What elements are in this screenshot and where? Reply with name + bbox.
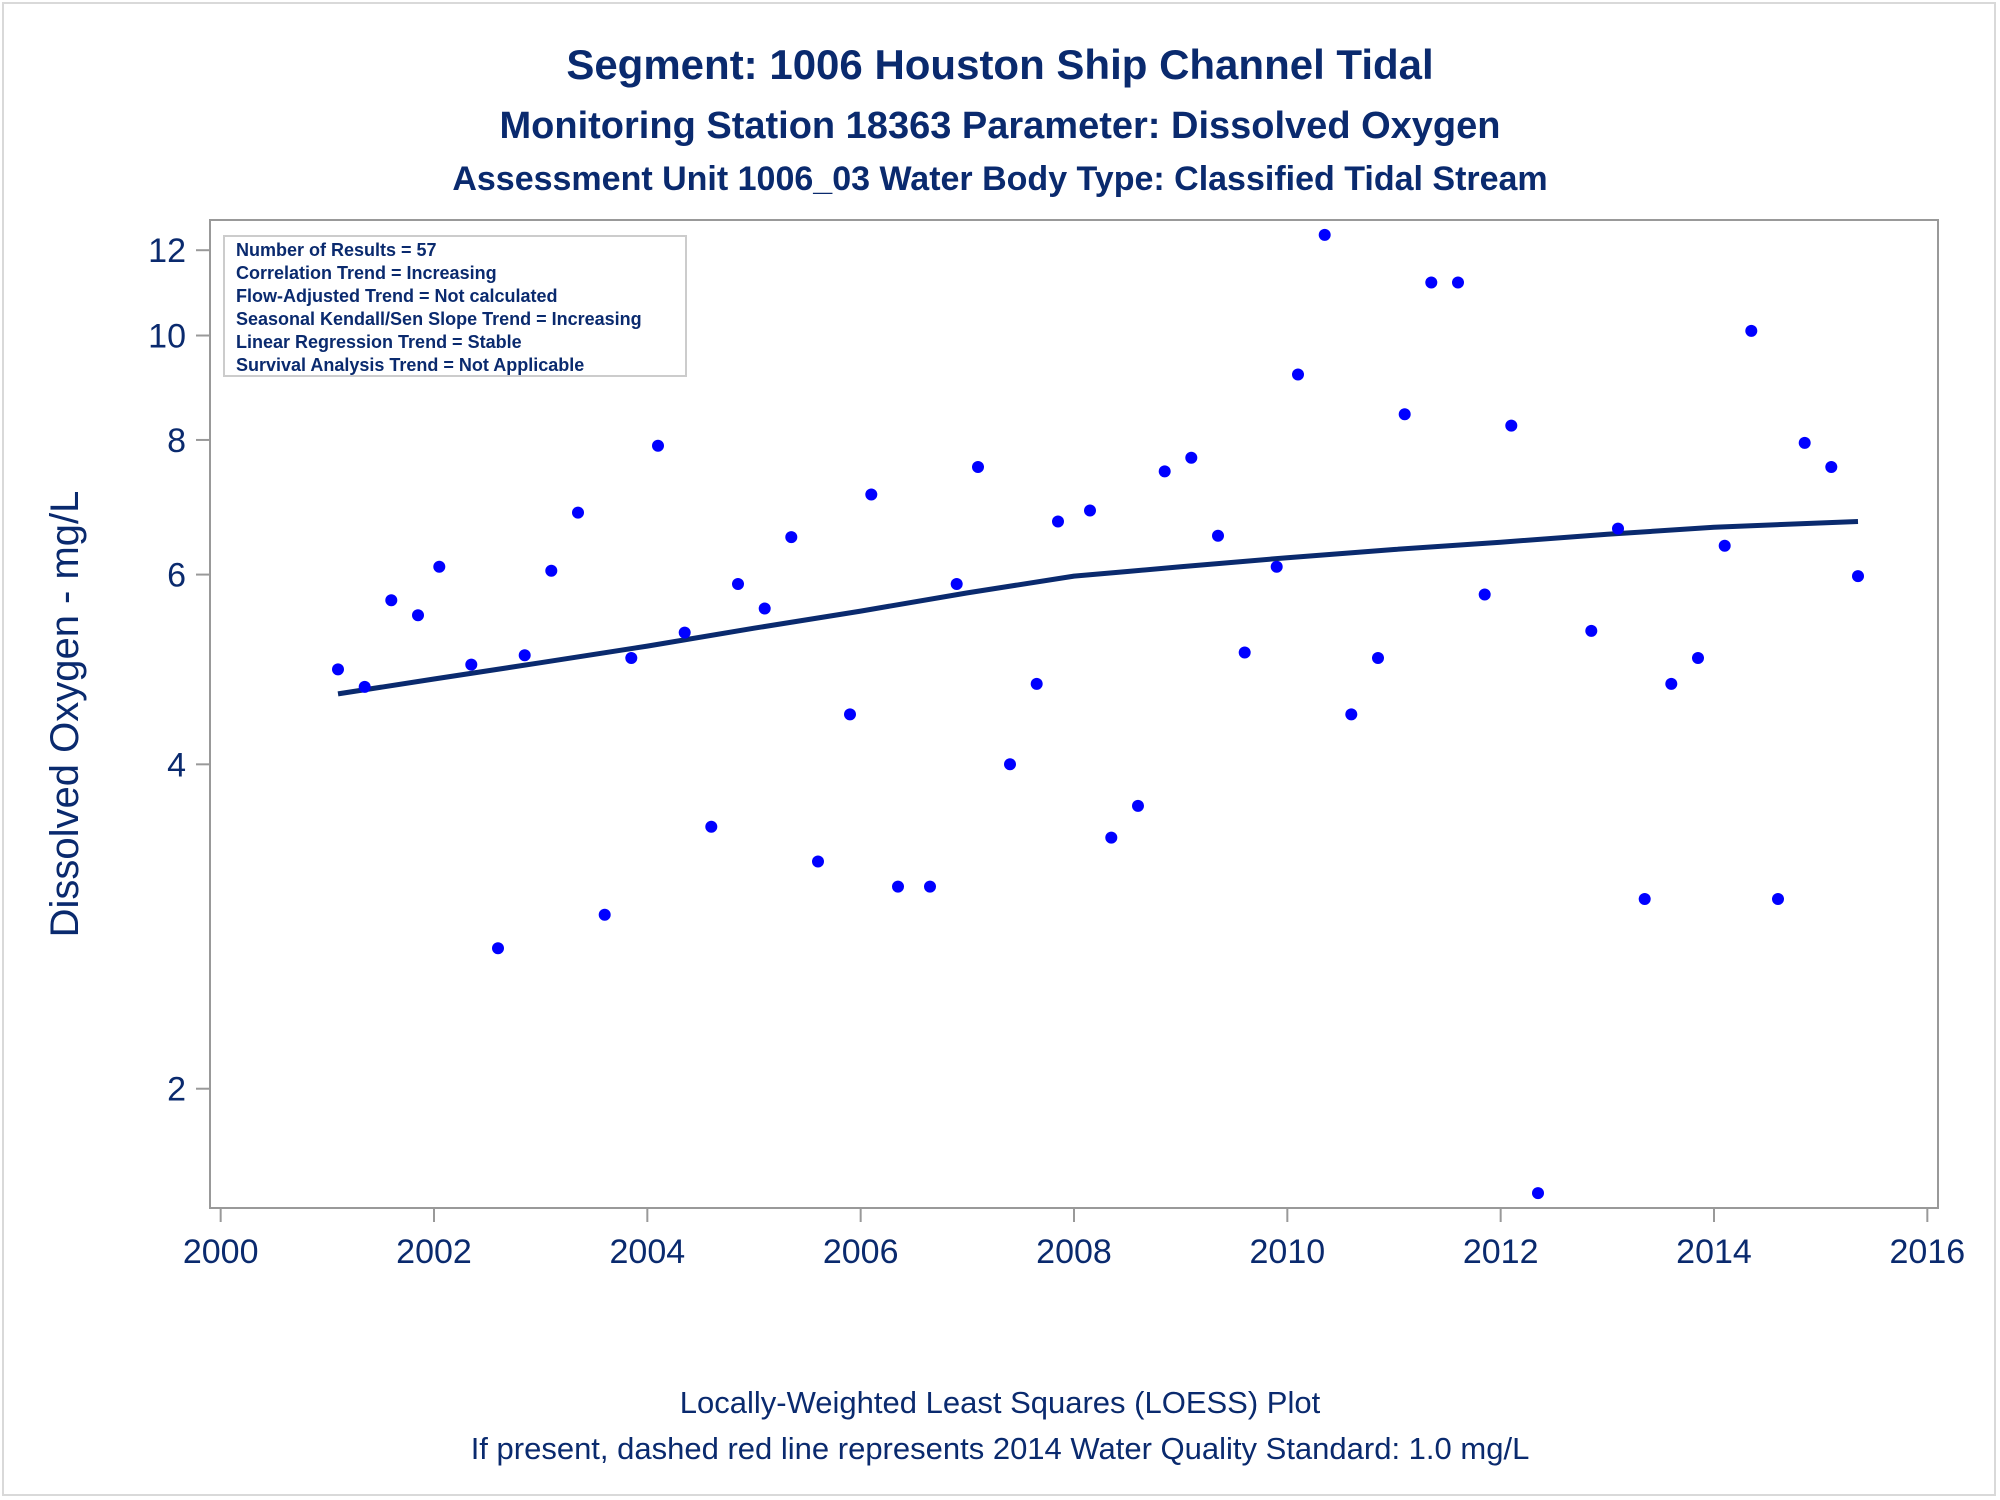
data-point xyxy=(1292,368,1304,381)
x-tick-label: 2014 xyxy=(1676,1233,1752,1271)
data-point xyxy=(1505,419,1518,432)
data-point xyxy=(865,488,878,501)
data-point xyxy=(1238,646,1251,659)
data-point xyxy=(1052,515,1064,528)
stats-box: Number of Results = 57 Correlation Trend … xyxy=(223,235,687,377)
data-point xyxy=(1158,465,1171,478)
data-point xyxy=(678,626,691,639)
data-point xyxy=(1745,324,1758,337)
data-point xyxy=(1638,893,1651,905)
data-point xyxy=(1772,893,1784,905)
data-point xyxy=(950,578,963,590)
data-point xyxy=(1372,652,1384,664)
data-point xyxy=(1084,504,1096,517)
data-point xyxy=(545,564,558,577)
data-point xyxy=(625,652,638,664)
data-point xyxy=(1798,436,1811,449)
data-point xyxy=(892,880,904,893)
y-tick-label: 12 xyxy=(148,232,186,270)
data-point xyxy=(1852,570,1864,583)
x-tick-label: 2016 xyxy=(1890,1233,1966,1271)
data-point xyxy=(652,439,664,452)
y-axis-label: Dissolved Oxygen - mg/L xyxy=(43,491,87,938)
stats-line: Survival Analysis Trend = Not Applicable xyxy=(236,355,584,375)
chart-title: Segment: 1006 Houston Ship Channel Tidal xyxy=(566,41,1433,88)
y-tick-label: 10 xyxy=(148,318,186,356)
y-tick-label: 4 xyxy=(167,746,186,784)
data-point xyxy=(758,602,771,615)
x-tick-label: 2002 xyxy=(396,1233,472,1271)
data-point xyxy=(598,908,611,921)
data-point xyxy=(1478,588,1491,601)
footnote-1: Locally-Weighted Least Squares (LOESS) P… xyxy=(680,1385,1321,1420)
chart-subtitle-1: Monitoring Station 18363 Parameter: Diss… xyxy=(500,105,1501,147)
y-tick-label: 6 xyxy=(167,557,186,595)
footnote-2: If present, dashed red line represents 2… xyxy=(471,1431,1530,1466)
data-point xyxy=(1185,451,1198,464)
data-point xyxy=(1318,228,1331,241)
data-point xyxy=(358,680,371,693)
y-axis: 2 4 6 8 10 12 xyxy=(148,232,210,1109)
stats-line: Seasonal Kendall/Sen Slope Trend = Incre… xyxy=(236,309,642,329)
stats-box-frame xyxy=(223,235,687,377)
x-tick-label: 2008 xyxy=(1036,1233,1112,1271)
data-point xyxy=(705,820,718,833)
data-point xyxy=(1665,677,1678,690)
data-point xyxy=(492,942,504,955)
data-point xyxy=(1585,624,1598,637)
data-point xyxy=(844,708,856,721)
data-point xyxy=(1030,677,1043,690)
y-tick-label: 2 xyxy=(167,1071,186,1109)
data-point xyxy=(518,649,531,662)
data-point xyxy=(812,855,824,868)
data-point xyxy=(1212,529,1224,542)
data-point xyxy=(465,658,478,671)
data-point xyxy=(972,461,984,473)
x-tick-label: 2004 xyxy=(610,1233,686,1271)
loess-trend-line xyxy=(337,519,1859,697)
data-point xyxy=(1398,408,1411,421)
x-axis: 2000 2002 2004 2006 2008 2010 2012 2014 2016 xyxy=(183,1208,1965,1271)
data-point xyxy=(1004,758,1016,771)
chart-subtitle-2: Assessment Unit 1006_03 Water Body Type:… xyxy=(452,160,1547,198)
stats-line: Number of Results = 57 xyxy=(236,240,437,260)
data-point xyxy=(1270,560,1283,573)
data-point xyxy=(785,531,798,544)
x-tick-label: 2010 xyxy=(1250,1233,1326,1271)
x-tick-label: 2012 xyxy=(1463,1233,1539,1271)
data-point xyxy=(412,609,424,622)
data-point xyxy=(332,663,344,676)
data-point xyxy=(1612,522,1624,535)
stats-line: Correlation Trend = Increasing xyxy=(236,263,497,283)
data-point xyxy=(1132,799,1144,812)
data-point xyxy=(732,578,744,590)
data-points xyxy=(332,228,1864,1200)
stats-line: Flow-Adjusted Trend = Not calculated xyxy=(236,286,558,306)
y-tick-label: 8 xyxy=(167,422,186,460)
data-point xyxy=(1105,831,1118,844)
data-point xyxy=(1718,539,1731,552)
data-point xyxy=(1425,276,1438,289)
data-point xyxy=(1452,276,1464,289)
data-point xyxy=(572,506,584,519)
data-point xyxy=(1692,652,1704,664)
data-point xyxy=(433,560,446,573)
data-point xyxy=(385,594,398,607)
data-point xyxy=(924,880,936,893)
data-point xyxy=(1345,708,1358,721)
x-tick-label: 2006 xyxy=(823,1233,899,1271)
data-point xyxy=(1532,1187,1544,1200)
x-tick-label: 2000 xyxy=(183,1233,259,1271)
stats-line: Linear Regression Trend = Stable xyxy=(236,332,522,352)
data-point xyxy=(1825,461,1838,473)
